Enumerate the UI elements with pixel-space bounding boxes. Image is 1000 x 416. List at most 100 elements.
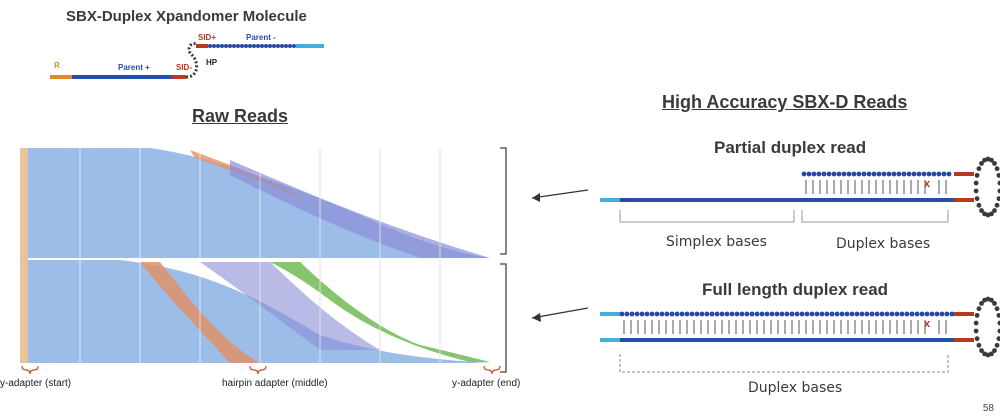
- parent-minus-beads: [208, 44, 296, 48]
- loop-bead: [973, 320, 979, 326]
- bead: [232, 44, 236, 48]
- bead: [744, 311, 750, 317]
- full-main-strand: [620, 338, 954, 342]
- bead: [739, 311, 745, 317]
- loop-bead: [982, 157, 988, 163]
- loop-bead: [974, 172, 980, 178]
- bead: [644, 311, 650, 317]
- raw-reads-title: Raw Reads: [192, 106, 289, 126]
- loop-bead: [997, 328, 1000, 334]
- loop-bead: [996, 312, 1000, 318]
- bead: [929, 311, 935, 317]
- bead: [669, 311, 675, 317]
- loop-bead: [979, 301, 984, 306]
- bottom-reads-green: [270, 262, 490, 362]
- bead: [694, 311, 700, 317]
- bead: [879, 311, 885, 317]
- brace-top: [500, 147, 507, 255]
- bead: [276, 44, 280, 48]
- arrow-top: [531, 189, 589, 199]
- bead: [244, 44, 248, 48]
- loop-bead: [997, 188, 1000, 194]
- bead: [774, 311, 780, 317]
- marker-start: [21, 365, 39, 375]
- loop-bead: [976, 202, 982, 208]
- bead: [936, 171, 942, 177]
- bead: [806, 171, 812, 177]
- bead: [754, 311, 760, 317]
- bottom-reads-area: [28, 260, 490, 363]
- bead: [891, 171, 897, 177]
- bead: [941, 171, 947, 177]
- label-adapter-start: y-adapter (start): [0, 378, 72, 389]
- partial-rungs: [805, 180, 947, 194]
- bead: [714, 311, 720, 317]
- arrow-top-head: [532, 193, 540, 202]
- bead: [831, 171, 837, 177]
- bead: [240, 44, 244, 48]
- bead: [846, 171, 852, 177]
- r-segment: [50, 75, 72, 79]
- hairpin-loop: [185, 42, 198, 79]
- bead: [836, 171, 842, 177]
- loop-bead: [994, 202, 1000, 208]
- bead: [901, 171, 907, 177]
- bead: [634, 311, 640, 317]
- bead: [894, 311, 900, 317]
- loop-bead: [974, 336, 980, 342]
- bead: [649, 311, 655, 317]
- full-rungs: [623, 320, 947, 334]
- label-sid-plus: SID+: [198, 33, 217, 42]
- raw-reads-plot: [20, 148, 501, 375]
- bead: [811, 171, 817, 177]
- bead: [919, 311, 925, 317]
- mismatch-mark-partial: x: [924, 178, 931, 190]
- bead: [881, 171, 887, 177]
- loop-bead: [979, 348, 984, 353]
- sid-plus-segment: [196, 44, 208, 48]
- bead: [851, 171, 857, 177]
- bead: [884, 311, 890, 317]
- marker-end: [483, 365, 501, 375]
- bead: [699, 311, 705, 317]
- bead: [260, 44, 264, 48]
- loop-bead: [976, 166, 982, 172]
- bottom-reads-purple: [200, 262, 380, 350]
- loop-bead: [988, 297, 994, 303]
- partial-red-end: [954, 198, 974, 202]
- bead: [268, 44, 272, 48]
- bead: [844, 311, 850, 317]
- bead: [821, 171, 827, 177]
- bead: [784, 311, 790, 317]
- duplex-bases-label-full: Duplex bases: [748, 380, 843, 396]
- molecule-end-adapter: [296, 44, 324, 48]
- loop-bead: [973, 188, 979, 194]
- loop-bead: [996, 196, 1000, 202]
- high-accuracy-title: High Accuracy SBX-D Reads: [662, 92, 908, 112]
- duplex-bracket-partial: [801, 210, 949, 223]
- bead: [689, 311, 695, 317]
- simplex-bracket: [619, 210, 795, 223]
- bead: [931, 171, 937, 177]
- bead: [674, 311, 680, 317]
- bead: [861, 171, 867, 177]
- loop-bead: [996, 172, 1000, 178]
- bead: [934, 311, 940, 317]
- full-duplex-diagram: [600, 296, 1000, 373]
- bead: [764, 311, 770, 317]
- bead: [236, 44, 240, 48]
- loop-bead: [982, 351, 988, 357]
- bead: [874, 311, 880, 317]
- brace-bottom: [500, 263, 507, 373]
- marker-middle: [249, 365, 267, 375]
- bead: [864, 311, 870, 317]
- full-loop: [973, 296, 1000, 358]
- bead: [220, 44, 224, 48]
- bead: [639, 311, 645, 317]
- bead: [709, 311, 715, 317]
- duplex-bases-label-partial: Duplex bases: [836, 236, 931, 252]
- loop-bead: [976, 306, 982, 312]
- bead: [759, 311, 765, 317]
- arrows: [531, 189, 589, 322]
- loop-bead: [976, 342, 982, 348]
